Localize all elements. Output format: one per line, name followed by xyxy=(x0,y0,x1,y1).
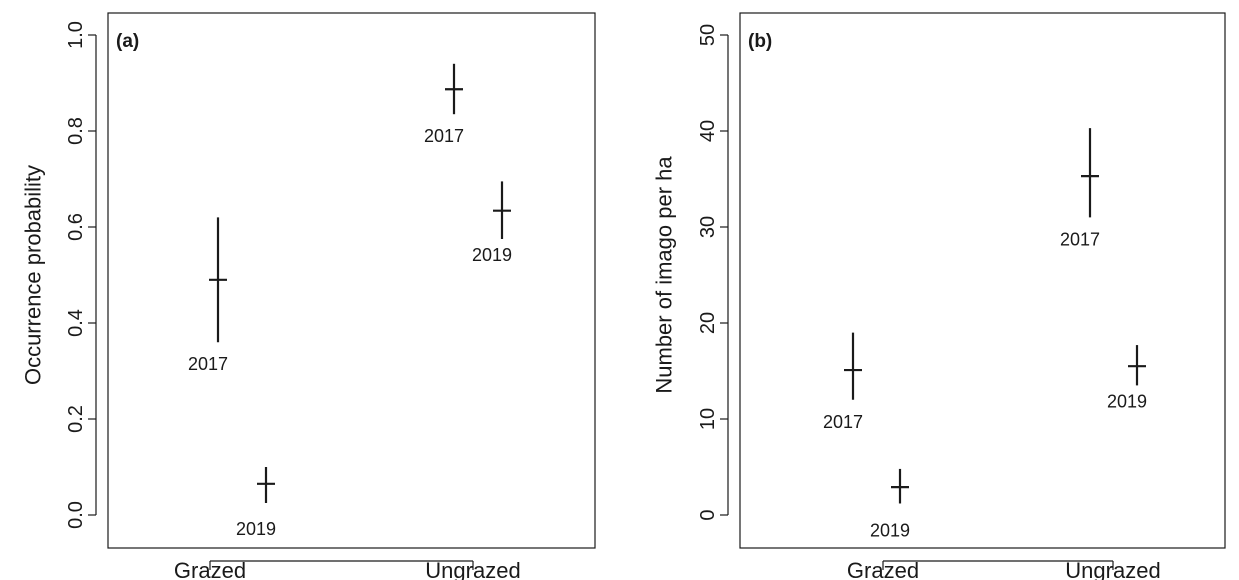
y-tick-label: 0 xyxy=(697,509,719,520)
y-tick-label: 0.2 xyxy=(65,405,87,433)
data-label: 2019 xyxy=(870,520,910,540)
x-tick-label: Grazed xyxy=(174,558,246,580)
data-label: 2017 xyxy=(424,126,464,146)
y-tick-label: 1.0 xyxy=(65,21,87,49)
y-tick-label: 10 xyxy=(697,408,719,430)
data-label: 2019 xyxy=(472,245,512,265)
data-label: 2017 xyxy=(188,354,228,374)
data-label: 2017 xyxy=(1060,229,1100,249)
y-tick-label: 40 xyxy=(697,120,719,142)
panel-label: (b) xyxy=(748,31,772,52)
y-tick-label: 20 xyxy=(697,312,719,334)
data-label: 2019 xyxy=(236,519,276,539)
y-tick-label: 0.6 xyxy=(65,213,87,241)
plot-frame xyxy=(107,12,596,549)
y-tick-label: 50 xyxy=(697,24,719,46)
y-axis-title: Number of imago per ha xyxy=(652,156,677,394)
y-axis-title: Occurrence probability xyxy=(21,165,46,385)
plot-frame xyxy=(739,12,1226,549)
data-label: 2019 xyxy=(1107,391,1147,411)
data-label: 2017 xyxy=(823,412,863,432)
y-tick-label: 0.8 xyxy=(65,117,87,145)
x-tick-label: Ungrazed xyxy=(1065,558,1160,580)
y-tick-label: 0.4 xyxy=(65,309,87,337)
y-tick-label: 0.0 xyxy=(65,501,87,529)
y-tick-label: 30 xyxy=(697,216,719,238)
x-tick-label: Grazed xyxy=(847,558,919,580)
x-tick-label: Ungrazed xyxy=(425,558,520,580)
panel-label: (a) xyxy=(116,31,139,52)
